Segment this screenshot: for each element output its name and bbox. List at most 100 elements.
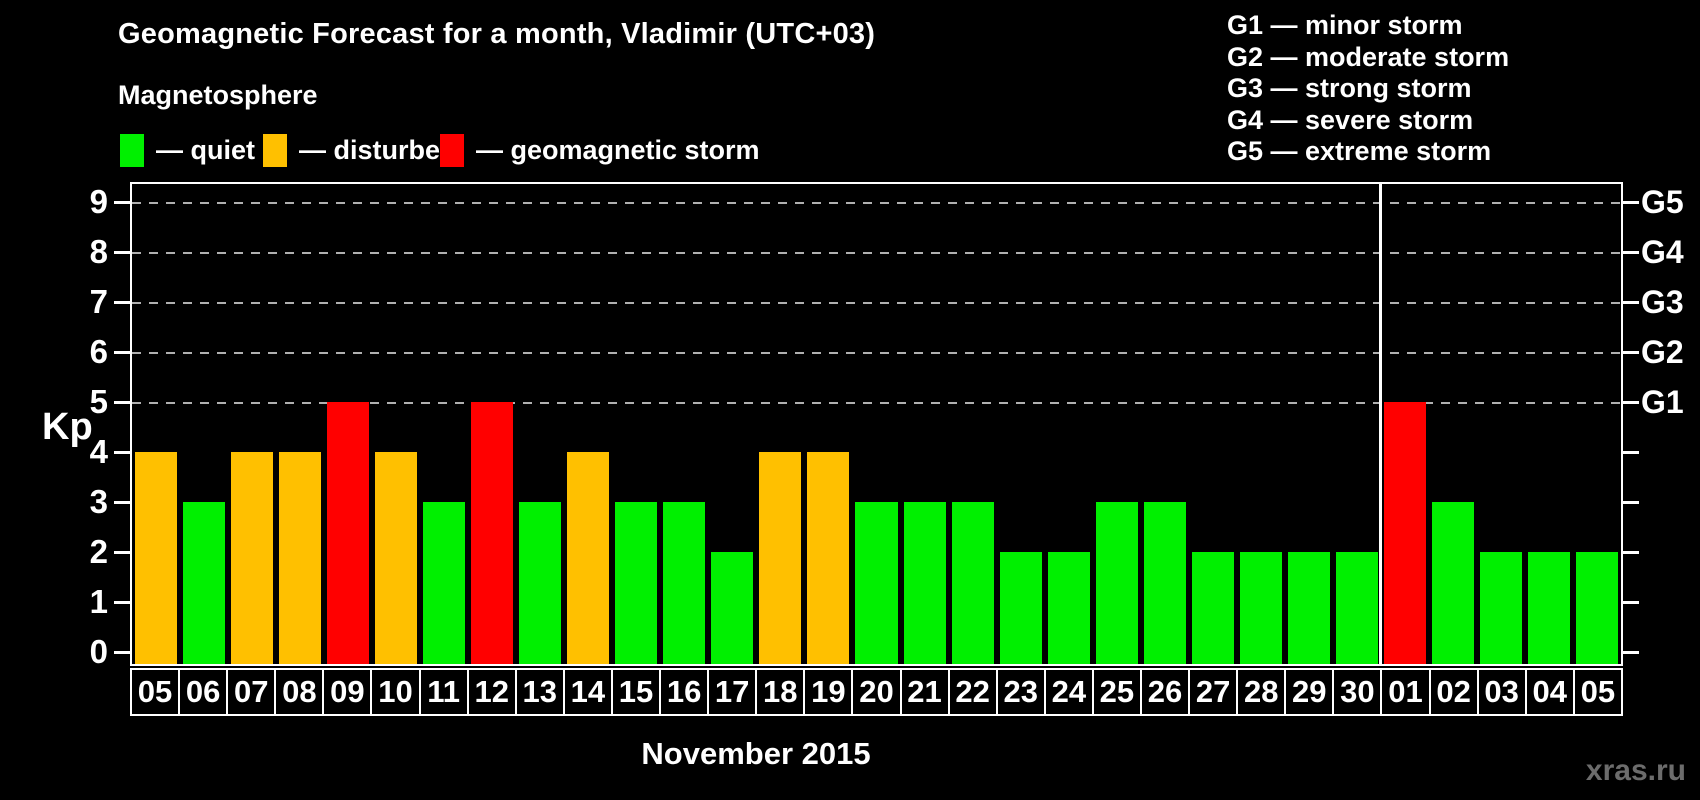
plot-area	[130, 182, 1623, 666]
bar-day-21	[903, 502, 946, 664]
bar-day-04	[1527, 552, 1570, 664]
gridline-kp6	[132, 352, 1621, 354]
left-tick-kp9	[114, 201, 130, 204]
bar-day-28	[1239, 552, 1282, 664]
bar-day-12	[471, 402, 514, 664]
magnetosphere-label: Magnetosphere	[118, 80, 318, 110]
bar-day-15	[615, 502, 658, 664]
right-tick-kp6	[1623, 351, 1639, 354]
day-cell-05: 05	[130, 668, 181, 716]
right-axis-label-g1: G1	[1641, 384, 1684, 420]
day-cell-30: 30	[1332, 668, 1383, 716]
bar-day-02	[1431, 502, 1474, 664]
day-cell-26: 26	[1139, 668, 1191, 716]
y-tick-label-4: 4	[89, 433, 108, 470]
x-axis-day-labels: 05 06 07 08 09 10 11 12 13 14 15 16 17 18 19 20 21 22 23 24…	[130, 668, 1623, 716]
right-tick-kp0	[1623, 651, 1639, 654]
left-tick-kp7	[114, 301, 130, 304]
right-tick-kp7	[1623, 301, 1639, 304]
right-tick-kp1	[1623, 601, 1639, 604]
gridline-kp5	[132, 402, 1621, 404]
day-cell-28: 28	[1236, 668, 1287, 716]
bar-day-11	[423, 502, 466, 664]
storm-scale-item-g1: G1 — minor storm	[1227, 10, 1463, 40]
y-tick-label-9: 9	[89, 183, 108, 220]
day-cell-17: 17	[707, 668, 758, 716]
left-tick-kp2	[114, 551, 130, 554]
storm-scale-item-g3: G3 — strong storm	[1227, 73, 1472, 103]
day-cell-07: 07	[226, 668, 277, 716]
left-tick-kp4	[114, 451, 130, 454]
left-tick-kp3	[114, 501, 130, 504]
legend-item-storm: — geomagnetic storm	[440, 132, 760, 168]
legend-label-disturbed: — disturbed	[299, 134, 457, 165]
month-boundary-line	[1379, 184, 1383, 664]
y-tick-label-5: 5	[89, 383, 108, 420]
bar-day-24	[1047, 552, 1090, 664]
left-tick-kp6	[114, 351, 130, 354]
bar-day-07	[231, 452, 274, 664]
bar-day-23	[999, 552, 1042, 664]
bar-day-20	[855, 502, 898, 664]
right-axis-label-g5: G5	[1641, 184, 1684, 220]
gridline-kp9	[132, 202, 1621, 204]
bar-day-01	[1383, 402, 1426, 664]
left-tick-kp0	[114, 651, 130, 654]
day-cell-05: 05	[1572, 668, 1623, 716]
bar-day-16	[663, 502, 706, 664]
x-axis-title: November 2015	[641, 736, 871, 771]
bar-day-05	[135, 452, 178, 664]
right-axis-label-g2: G2	[1641, 334, 1684, 370]
legend-swatch-disturbed	[263, 133, 287, 167]
bar-day-13	[519, 502, 562, 664]
day-cell-27: 27	[1188, 668, 1239, 716]
day-cell-29: 29	[1284, 668, 1335, 716]
bar-day-05	[1575, 552, 1618, 664]
day-cell-21: 21	[899, 668, 950, 716]
day-cell-14: 14	[562, 668, 613, 716]
day-cell-11: 11	[418, 668, 469, 716]
day-cell-10: 10	[370, 668, 421, 716]
day-cell-01: 01	[1380, 668, 1431, 716]
day-cell-12: 12	[466, 668, 517, 716]
day-cell-20: 20	[851, 668, 902, 716]
y-tick-label-6: 6	[89, 333, 108, 370]
bar-day-30	[1335, 552, 1378, 664]
day-cell-19: 19	[803, 668, 854, 716]
day-cell-13: 13	[514, 668, 565, 716]
left-tick-kp8	[114, 251, 130, 254]
y-tick-label-7: 7	[89, 283, 108, 320]
right-tick-kp3	[1623, 501, 1639, 504]
bar-day-29	[1287, 552, 1330, 664]
y-axis-title: Kp	[42, 406, 93, 448]
y-tick-label-0: 0	[89, 633, 108, 670]
bar-day-14	[567, 452, 610, 664]
day-cell-08: 08	[274, 668, 325, 716]
day-cell-24: 24	[1043, 668, 1094, 716]
right-tick-kp9	[1623, 201, 1639, 204]
day-cell-04: 04	[1524, 668, 1575, 716]
day-cell-23: 23	[995, 668, 1046, 716]
storm-scale-item-g2: G2 — moderate storm	[1227, 41, 1510, 72]
legend-item-quiet: — quiet	[120, 132, 255, 168]
day-cell-25: 25	[1091, 668, 1142, 716]
bar-day-26	[1143, 502, 1186, 664]
bar-day-09	[327, 402, 370, 664]
bar-day-10	[375, 452, 418, 664]
right-tick-kp2	[1623, 551, 1639, 554]
bar-day-03	[1479, 552, 1522, 664]
legend-label-quiet: — quiet	[156, 134, 255, 165]
storm-scale-item-g5: G5 — extreme storm	[1227, 136, 1492, 166]
day-cell-09: 09	[322, 668, 373, 716]
day-cell-18: 18	[755, 668, 806, 716]
y-tick-label-2: 2	[89, 533, 108, 570]
legend-swatch-storm	[440, 133, 464, 167]
left-tick-kp1	[114, 601, 130, 604]
bar-day-06	[183, 502, 226, 664]
right-tick-kp5	[1623, 401, 1639, 404]
bar-day-25	[1095, 502, 1138, 664]
storm-scale-item-g4: G4 — severe storm	[1227, 104, 1474, 135]
y-tick-label-3: 3	[89, 483, 108, 520]
storm-scale-legend: G1 — minor storm G2 — moderate storm G3 — …	[1227, 10, 1509, 168]
